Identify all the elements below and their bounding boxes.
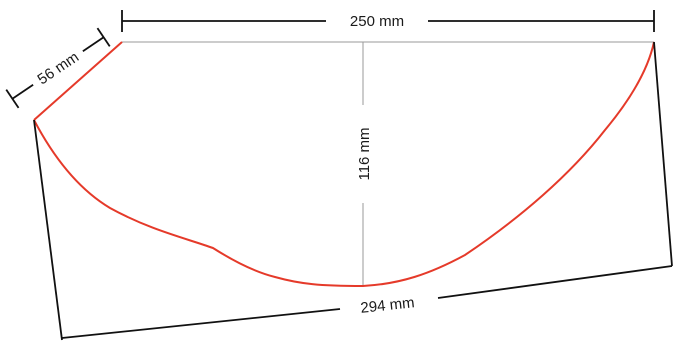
- side-length-label: 56 mm: [35, 49, 83, 89]
- curved-bottom-edge: [33, 41, 655, 288]
- bottom-dimension-line-left: [61, 308, 341, 339]
- side-dimension-extension-bottom: [5, 89, 20, 109]
- bottom-length-label: 294 mm: [360, 294, 416, 317]
- slanted-side-edge: [33, 41, 123, 121]
- side-dimension-line-right: [82, 36, 105, 52]
- side-dimension-line-left: [11, 84, 34, 100]
- top-width-label: 250 mm: [350, 13, 404, 30]
- depth-dimension: 116 mm: [356, 42, 373, 286]
- bottom-dimension-line-right: [437, 265, 673, 299]
- template-outline: [33, 41, 655, 288]
- right-extension-line: [653, 41, 673, 267]
- bottom-dimension: 294 mm: [33, 41, 673, 341]
- left-extension-line: [33, 119, 63, 341]
- top-dimension: 250 mm: [121, 10, 655, 32]
- side-dimension-extension-top: [96, 27, 111, 47]
- side-dimension: 56 mm: [5, 27, 111, 109]
- depth-label: 116 mm: [356, 127, 373, 180]
